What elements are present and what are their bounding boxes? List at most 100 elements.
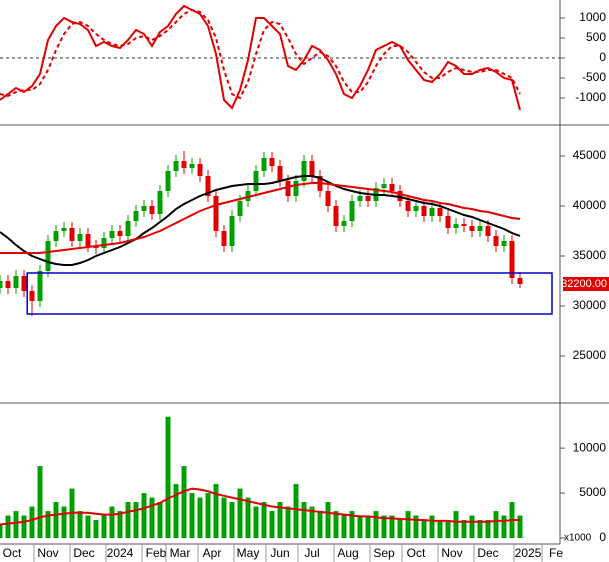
x-tick-label: Jul (304, 546, 319, 560)
volume-bar (117, 511, 123, 538)
volume-bar (13, 511, 19, 538)
candle-body (333, 206, 339, 226)
candle-body (165, 171, 171, 191)
volume-bar (141, 493, 147, 538)
volume-bar (349, 511, 355, 538)
volume-bar (333, 511, 339, 538)
candle-body (101, 238, 107, 248)
candle-body (341, 221, 347, 226)
candle-body (45, 241, 51, 271)
candle-body (69, 228, 75, 241)
y-tick-label: 1000 (579, 10, 606, 24)
candle-body (421, 206, 427, 216)
series-line (0, 4, 521, 111)
volume-bar (237, 488, 243, 538)
volume-bar (21, 515, 27, 538)
candle-body (509, 241, 515, 278)
candle-body (277, 166, 283, 181)
x-tick-label: Oct (407, 546, 426, 560)
candle-body (77, 234, 83, 241)
volume-bar (125, 502, 131, 538)
volume-bar (245, 497, 251, 538)
volume-bar (53, 502, 59, 538)
volume-bar (517, 515, 523, 538)
candle-body (357, 196, 363, 201)
x-tick-label: Dec (477, 546, 498, 560)
candle-body (181, 161, 187, 168)
volume-bar (413, 515, 419, 538)
volume-bar (157, 502, 163, 538)
volume-bar (109, 506, 115, 538)
candle-body (477, 226, 483, 231)
volume-bar (477, 520, 483, 538)
candle-body (173, 161, 179, 171)
candle-body (293, 181, 299, 196)
candle-body (453, 224, 459, 228)
candle-body (5, 281, 11, 288)
x-tick-label: Nov (441, 546, 462, 560)
volume-bar (29, 506, 35, 538)
volume-bar (77, 511, 83, 538)
volume-bar (101, 515, 107, 538)
candle-body (429, 208, 435, 216)
volume-bar (293, 484, 299, 538)
volume-bar (421, 520, 427, 538)
candle-body (301, 161, 307, 181)
x-tick-label: Aug (337, 546, 358, 560)
series-line (0, 175, 521, 266)
volume-bar (133, 502, 139, 538)
x-tick-label: May (237, 546, 260, 560)
x-tick-label: Oct (3, 546, 22, 560)
candle-body (349, 201, 355, 221)
candle-body (437, 208, 443, 216)
volume-bar (45, 511, 51, 538)
candle-body (221, 231, 227, 246)
x-tick-label: Fe (549, 546, 563, 560)
candle-body (157, 191, 163, 214)
candle-body (125, 221, 131, 236)
y-tick-label: 35000 (573, 248, 607, 262)
x-tick-label: Dec (73, 546, 94, 560)
highlight-box (26, 272, 553, 315)
candle-body (133, 211, 139, 221)
y-tick-label: 0 (599, 50, 606, 64)
x-tick-label: Mar (170, 546, 191, 560)
y-tick-label: 0 (599, 530, 606, 544)
unit-label: x1000 (564, 533, 592, 544)
candle-body (141, 206, 147, 211)
y-tick-label: 40000 (573, 198, 607, 212)
volume-bar (285, 506, 291, 538)
volume-bar (405, 511, 411, 538)
y-tick-label: -1000 (575, 90, 606, 104)
x-tick-label: Sep (373, 546, 395, 560)
volume-bar (37, 466, 43, 538)
candle-body (309, 161, 315, 176)
volume-bar (0, 524, 3, 538)
x-tick-label: 2024 (107, 546, 134, 560)
volume-bar (357, 515, 363, 538)
candle-body (469, 226, 475, 231)
volume-bar (277, 502, 283, 538)
candle-body (261, 158, 267, 171)
candle-body (37, 271, 43, 301)
volume-bar (189, 493, 195, 538)
volume-bar (197, 497, 203, 538)
volume-bar (469, 515, 475, 538)
candle-body (501, 241, 507, 246)
volume-bar (381, 515, 387, 538)
volume-bar (501, 515, 507, 538)
x-tick-label: Apr (203, 546, 222, 560)
volume-bar (213, 484, 219, 538)
candle-body (365, 196, 371, 201)
volume-bar (437, 520, 443, 538)
volume-bar (485, 520, 491, 538)
candle-body (237, 201, 243, 216)
candle-body (325, 191, 331, 206)
volume-bar (205, 493, 211, 538)
volume-bar (365, 515, 371, 538)
volume-bar (317, 511, 323, 538)
candle-body (197, 164, 203, 176)
x-tick-label: Feb (146, 546, 167, 560)
